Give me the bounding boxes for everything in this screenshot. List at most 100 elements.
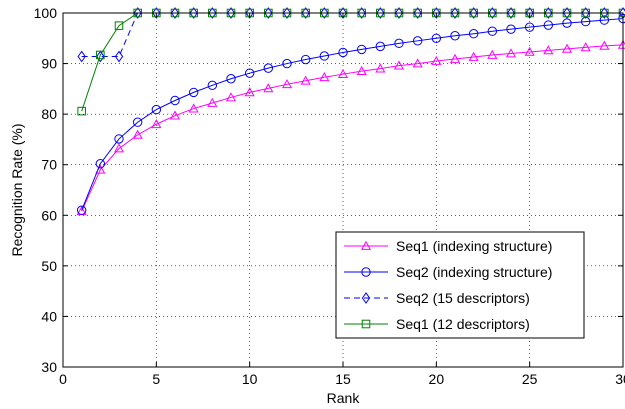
x-tick-label: 10 [242,371,258,387]
data-point [599,15,610,25]
series-line [81,44,624,212]
data-point [450,31,460,41]
data-point [225,92,237,102]
data-point [114,50,124,63]
data-point [95,159,106,169]
data-point [356,65,367,76]
data-point [562,18,572,28]
series-line [81,12,623,112]
legend-swatch-marker [360,240,372,250]
data-point [282,7,292,19]
x-tick-label: 15 [335,371,351,387]
data-point [524,46,535,56]
data-point [132,129,143,139]
data-point [133,7,142,19]
x-tick-label: 0 [59,371,67,387]
data-point [188,87,199,98]
data-point [599,40,610,50]
legend-swatch-marker [361,319,371,329]
data-point [264,7,273,19]
data-point [561,43,573,53]
x-tick-label: 20 [429,371,445,387]
data-point [525,7,534,19]
y-axis-label: Recognition Rate (%) [9,123,25,256]
data-point [207,97,218,107]
y-tick-label: 70 [41,157,57,173]
x-tick-label: 5 [152,371,160,387]
legend-entry-label: Seq2 (indexing structure) [396,264,552,280]
data-point [580,42,591,52]
data-point [413,7,422,19]
data-point [226,7,236,19]
series-1 [76,13,625,215]
data-point [76,205,87,215]
data-point [544,7,553,19]
series-3 [77,8,625,116]
data-point [152,7,161,19]
data-point [77,106,86,116]
data-point [449,53,461,63]
data-point [338,7,348,19]
data-point [96,50,105,63]
y-tick-label: 60 [41,207,57,223]
data-point [450,7,460,19]
legend-entry-label: Seq2 (15 descriptors) [396,290,530,306]
data-point [376,7,385,19]
data-point [132,117,143,127]
data-point [114,21,124,30]
legend-entry-label: Seq1 (12 descriptors) [396,316,530,332]
series-line [81,18,624,211]
data-point [488,7,497,19]
data-point [170,7,180,19]
data-point [543,20,554,30]
data-point [244,68,255,78]
data-point [282,58,292,69]
data-point [506,24,516,34]
data-point [245,7,254,19]
data-point [506,7,516,19]
data-point [562,7,572,19]
data-point [543,45,554,55]
data-point [356,44,367,55]
data-point [189,7,198,19]
data-point [300,54,311,65]
legend-swatch-marker [361,267,371,277]
legend-swatch-marker [361,292,371,304]
data-point [393,60,405,70]
y-tick-label: 100 [34,5,58,21]
data-point [263,63,274,73]
data-point [468,51,479,61]
data-point [169,110,181,120]
data-point [244,87,255,97]
data-point [208,7,217,19]
data-point [431,55,442,65]
data-point [432,7,441,19]
y-tick-label: 40 [41,308,57,324]
series-0 [76,39,625,216]
data-point [524,22,535,32]
data-point [394,7,404,19]
data-point [338,47,348,58]
data-point [114,134,124,144]
data-point [431,33,442,43]
data-point [96,50,105,60]
data-point [487,49,498,59]
y-tick-label: 50 [41,258,57,274]
data-point [226,74,236,84]
data-point [375,41,386,52]
series-line [81,12,623,57]
data-point [113,143,125,153]
data-point [151,104,162,115]
data-point [188,103,199,113]
data-point [394,38,404,49]
legend: Seq1 (indexing structure) Seq2 (indexing … [335,231,585,339]
data-point [263,83,274,93]
series-layer [76,7,625,216]
data-point [469,7,478,19]
y-tick-label: 90 [41,56,57,72]
x-axis-label: Rank [327,390,361,406]
data-point [300,75,311,85]
x-tick-label: 30 [615,371,625,387]
axis-ticks: 0 5 10 15 20 25 30 30 40 50 60 70 80 90 100 [34,5,625,387]
